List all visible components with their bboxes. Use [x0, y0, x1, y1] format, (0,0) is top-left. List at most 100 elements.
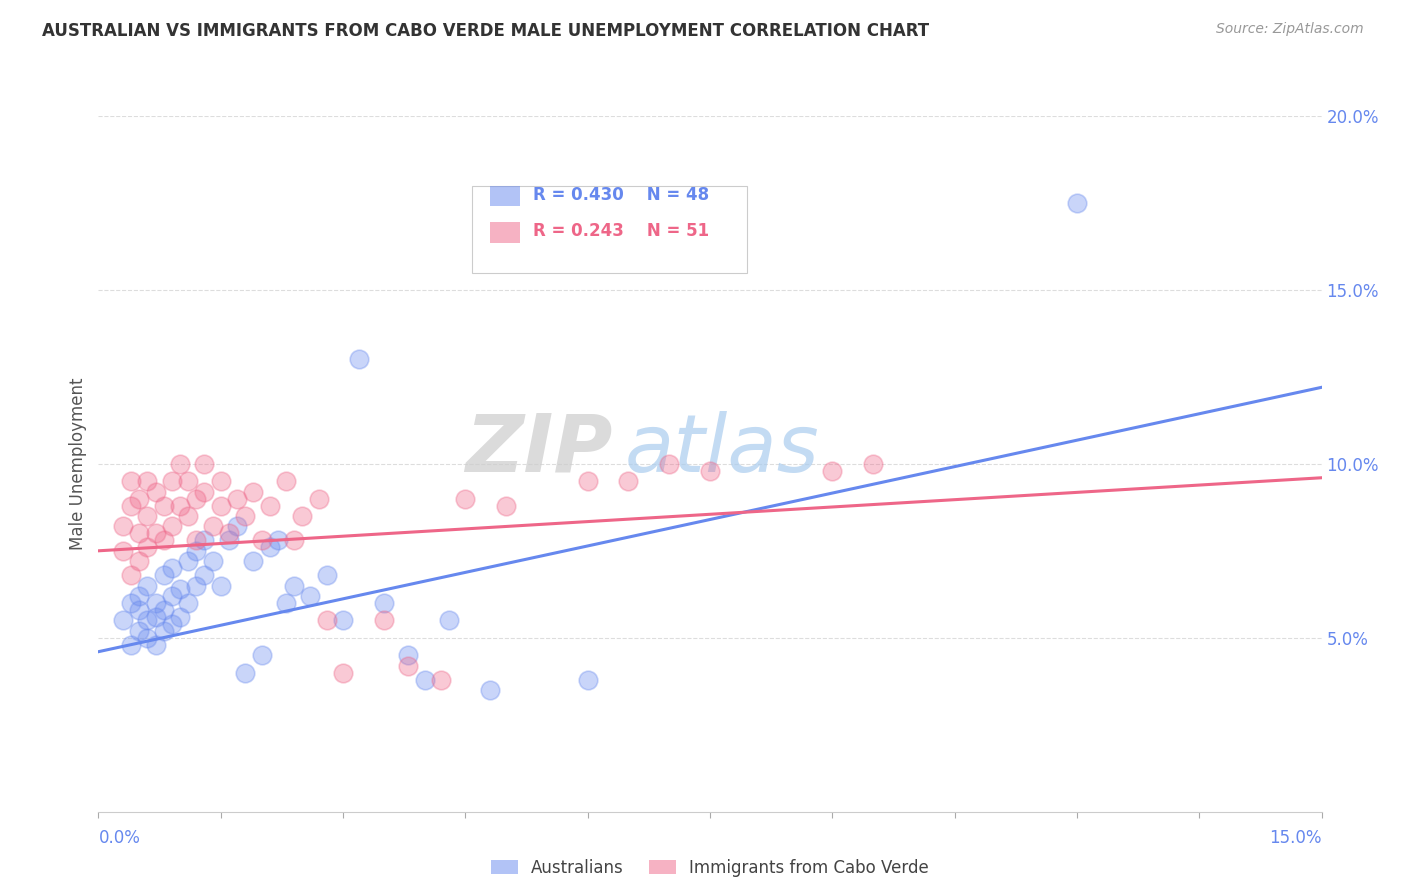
Point [120, 638, 142, 652]
Point [128, 526, 150, 541]
FancyBboxPatch shape [471, 186, 747, 273]
Point [283, 533, 305, 548]
Point [233, 665, 256, 680]
Point [169, 610, 191, 624]
Point [120, 499, 142, 513]
Point [291, 508, 314, 523]
Legend: Australians, Immigrants from Cabo Verde: Australians, Immigrants from Cabo Verde [485, 852, 935, 883]
Point [315, 614, 337, 628]
Point [283, 578, 305, 592]
Point [193, 484, 215, 499]
Point [226, 519, 249, 533]
Point [250, 648, 273, 662]
Point [209, 474, 232, 488]
Point [128, 554, 150, 568]
Point [177, 554, 200, 568]
Point [160, 616, 183, 631]
Point [136, 508, 159, 523]
Point [128, 589, 150, 603]
Point [201, 554, 224, 568]
Point [308, 491, 330, 506]
Point [169, 499, 191, 513]
Point [274, 474, 297, 488]
Point [373, 596, 395, 610]
Point [209, 578, 232, 592]
Point [169, 582, 191, 596]
Point [315, 568, 337, 582]
Text: R = 0.243    N = 51: R = 0.243 N = 51 [533, 222, 709, 241]
Point [495, 499, 517, 513]
Point [136, 474, 159, 488]
Y-axis label: Male Unemployment: Male Unemployment [69, 377, 87, 550]
Point [396, 658, 419, 673]
Point [658, 457, 681, 471]
Point [186, 491, 208, 506]
Point [160, 519, 183, 533]
Point [186, 533, 208, 548]
Point [242, 554, 264, 568]
Point [250, 533, 273, 548]
Point [145, 484, 167, 499]
Point [152, 499, 174, 513]
Point [259, 499, 281, 513]
Point [576, 474, 599, 488]
Point [152, 624, 174, 638]
Point [437, 614, 460, 628]
Point [267, 533, 290, 548]
Point [177, 508, 200, 523]
Point [160, 589, 183, 603]
Point [193, 568, 215, 582]
Point [136, 631, 159, 645]
Point [242, 484, 264, 499]
Point [218, 533, 240, 548]
Point [332, 614, 354, 628]
Point [128, 624, 150, 638]
Point [186, 578, 208, 592]
Point [821, 464, 844, 478]
Point [193, 533, 215, 548]
Point [186, 543, 208, 558]
Point [218, 526, 240, 541]
Point [862, 457, 884, 471]
Point [193, 457, 215, 471]
Point [145, 596, 167, 610]
Point [699, 464, 721, 478]
Point [201, 519, 224, 533]
FancyBboxPatch shape [489, 222, 520, 244]
Point [332, 665, 354, 680]
Point [111, 614, 134, 628]
Point [396, 648, 419, 662]
Point [145, 526, 167, 541]
Text: atlas: atlas [624, 411, 820, 489]
Point [226, 491, 249, 506]
Point [152, 533, 174, 548]
Point [120, 596, 142, 610]
Point [128, 491, 150, 506]
Point [145, 638, 167, 652]
Point [111, 543, 134, 558]
Point [169, 457, 191, 471]
Point [617, 474, 640, 488]
Point [152, 603, 174, 617]
Text: 15.0%: 15.0% [1270, 829, 1322, 847]
Text: AUSTRALIAN VS IMMIGRANTS FROM CABO VERDE MALE UNEMPLOYMENT CORRELATION CHART: AUSTRALIAN VS IMMIGRANTS FROM CABO VERDE… [42, 22, 929, 40]
Point [299, 589, 322, 603]
Point [120, 474, 142, 488]
Text: ZIP: ZIP [465, 411, 612, 489]
Point [136, 578, 159, 592]
Point [1066, 196, 1088, 211]
Point [373, 614, 395, 628]
Point [454, 491, 477, 506]
Point [111, 519, 134, 533]
Point [209, 499, 232, 513]
Text: 0.0%: 0.0% [98, 829, 141, 847]
Point [233, 508, 256, 523]
Point [274, 596, 297, 610]
Point [478, 683, 501, 698]
Point [152, 568, 174, 582]
Point [128, 603, 150, 617]
Point [120, 568, 142, 582]
FancyBboxPatch shape [489, 186, 520, 206]
Point [136, 541, 159, 555]
Point [413, 673, 436, 687]
